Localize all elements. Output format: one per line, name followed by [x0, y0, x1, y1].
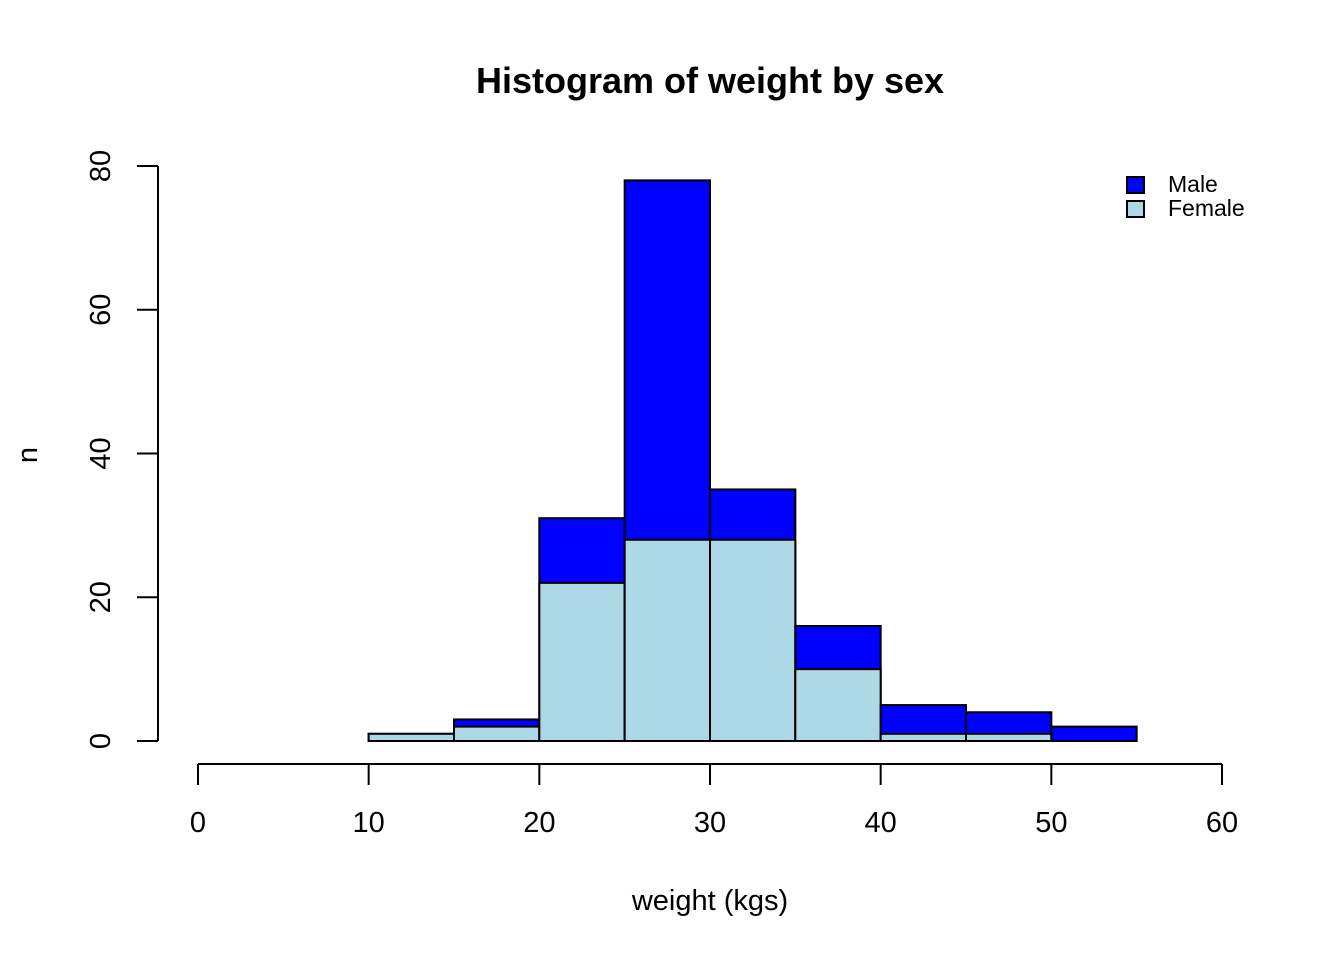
x-tick-label: 20: [523, 807, 555, 839]
x-tick-label: 0: [190, 807, 206, 839]
bar-total: [1050, 725, 1138, 742]
bar-female: [794, 668, 882, 742]
bars-layer: [367, 179, 1138, 742]
y-tick-label: 20: [85, 581, 117, 613]
y-axis: 0 20 40 60 80: [85, 150, 159, 749]
x-tick-label: 10: [353, 807, 385, 839]
x-axis-label: weight (kgs): [631, 885, 788, 917]
x-axis: 0 10 20 30 40 50 60: [190, 763, 1238, 839]
bar-female: [538, 581, 626, 742]
bar-female: [879, 732, 968, 742]
y-tick-label: 80: [85, 150, 117, 182]
bar-female: [965, 732, 1053, 742]
bar-female: [453, 725, 541, 742]
x-tick-label: 50: [1035, 807, 1067, 839]
bar-female: [367, 732, 455, 742]
x-tick-label: 40: [865, 807, 897, 839]
y-tick-label: 0: [85, 733, 117, 749]
legend-label: Female: [1168, 195, 1245, 221]
legend-swatch: [1126, 176, 1145, 194]
y-axis-label: n: [12, 447, 44, 463]
y-tick-label: 40: [85, 437, 117, 469]
y-tick-label: 60: [85, 294, 117, 326]
legend-swatch: [1126, 200, 1145, 218]
bar-female: [709, 538, 797, 742]
legend-label: Male: [1168, 171, 1218, 197]
x-tick-label: 60: [1206, 807, 1238, 839]
chart-title: Histogram of weight by sex: [476, 60, 944, 101]
bar-female: [623, 538, 712, 742]
x-tick-label: 30: [694, 807, 726, 839]
